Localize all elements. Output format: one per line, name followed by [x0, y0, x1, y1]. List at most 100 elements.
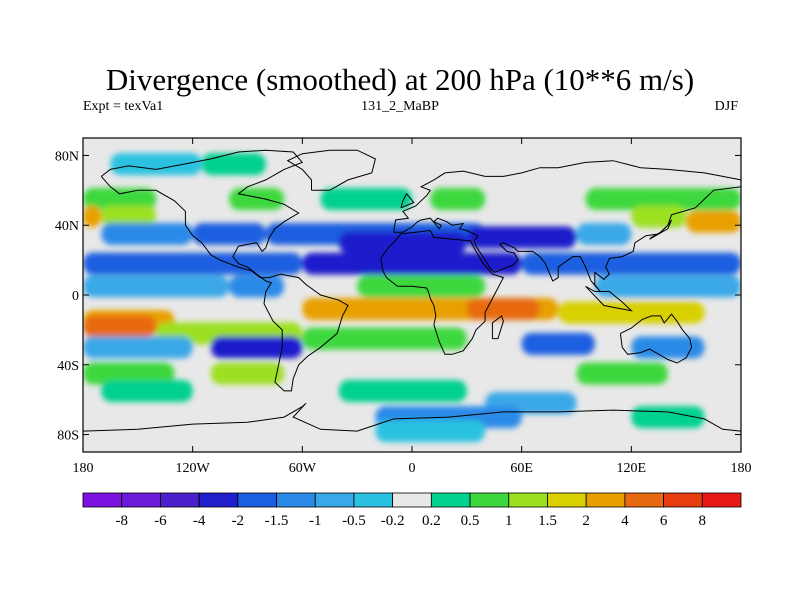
- field-band: [83, 275, 230, 298]
- field-band: [576, 222, 632, 245]
- field-band: [101, 222, 193, 245]
- colorbar-swatch: [547, 492, 587, 508]
- field-band: [83, 188, 157, 211]
- colorbar-label: 8: [699, 513, 707, 529]
- field-band: [594, 275, 741, 298]
- field-band: [357, 275, 486, 298]
- field-band: [83, 315, 157, 338]
- field-band: [210, 362, 285, 385]
- colorbar-label: -4: [193, 513, 206, 529]
- coastline: [491, 315, 504, 340]
- coastline: [393, 160, 741, 292]
- field-band: [631, 336, 705, 359]
- field-band: [110, 153, 202, 176]
- lat-tick-label: 80S: [57, 429, 79, 444]
- field-band: [631, 205, 687, 228]
- lon-tick-label: 120E: [617, 461, 647, 476]
- colorbar-swatch: [276, 492, 316, 508]
- colorbar-label: -0.5: [342, 513, 366, 529]
- colorbar-swatch: [314, 492, 355, 508]
- coastline: [286, 149, 376, 191]
- colorbar-swatch: [701, 492, 742, 508]
- colorbar-label: -6: [154, 513, 167, 529]
- lon-tick-label: 180: [73, 461, 94, 476]
- lat-tick-label: 40S: [57, 359, 79, 374]
- lon-tick-label: 120W: [176, 461, 211, 476]
- coastline: [83, 402, 741, 432]
- field-band: [558, 301, 705, 324]
- field-band: [375, 420, 486, 443]
- colorbar-swatch: [663, 492, 703, 508]
- colorbar-swatch: [353, 492, 394, 508]
- colorbar-swatch: [392, 492, 432, 508]
- field-band: [576, 362, 668, 385]
- colorbar-label: -2: [232, 513, 245, 529]
- field-band: [201, 153, 266, 176]
- coastline: [100, 149, 349, 392]
- colorbar-label: -1: [309, 513, 322, 529]
- coastline: [400, 192, 415, 209]
- field-band: [302, 252, 522, 275]
- field-band: [229, 275, 285, 298]
- colorbar-swatch: [198, 492, 239, 508]
- colorbar-label: 0.2: [422, 513, 441, 529]
- latitude-axis: 80N 40N 0 40S 80S: [55, 149, 741, 444]
- colorbar-label: -8: [115, 513, 128, 529]
- colorbar: -8 -6 -4 -2 -1.5 -1 -0.5 -0.2 0.2 0.5 1 1.5 2 4 6 8: [82, 492, 742, 529]
- colorbar-swatch: [121, 492, 161, 508]
- field-band: [430, 188, 486, 211]
- colorbar-swatch: [430, 492, 471, 508]
- colorbar-label: 6: [660, 513, 668, 529]
- colorbar-label: -1.5: [265, 513, 289, 529]
- colorbar-swatch: [82, 492, 123, 508]
- colorbar-label: 0.5: [461, 513, 480, 529]
- field-band: [521, 252, 741, 275]
- colorbar-label: 2: [582, 513, 590, 529]
- coastline: [585, 285, 633, 312]
- field-band: [229, 188, 285, 211]
- season-label: DJF: [714, 99, 738, 114]
- coastline: [380, 229, 505, 355]
- colorbar-swatch: [624, 492, 664, 508]
- longitude-axis: 180 120W 60W 0 60E 120E 180: [73, 138, 752, 476]
- field-band: [83, 336, 193, 359]
- lat-tick-label: 0: [72, 289, 79, 304]
- field-band: [83, 362, 175, 385]
- field-band: [192, 222, 266, 245]
- experiment-label: Expt = texVa1: [83, 99, 164, 114]
- field-band: [83, 205, 102, 228]
- colorbar-swatch: [237, 492, 277, 508]
- field-band: [101, 379, 193, 402]
- field-band: [466, 226, 577, 249]
- colorbar-label: -0.2: [381, 513, 405, 529]
- map-title: Divergence (smoothed) at 200 hPa (10**6 …: [105, 62, 695, 97]
- field-band: [466, 297, 540, 320]
- lat-tick-label: 80N: [55, 149, 79, 164]
- field-band: [338, 231, 467, 254]
- lon-tick-label: 60W: [289, 461, 317, 476]
- field-band: [585, 188, 741, 211]
- field-band: [521, 332, 595, 355]
- colorbar-swatch: [585, 492, 626, 508]
- field-band: [83, 252, 303, 275]
- field-band: [302, 327, 467, 350]
- colorbar-swatch: [469, 492, 510, 508]
- divergence-field: [83, 153, 741, 443]
- field-band: [338, 379, 467, 402]
- colorbar-swatch: [160, 492, 200, 508]
- colorbar-label: 4: [621, 513, 629, 529]
- field-band: [686, 210, 741, 233]
- colorbar-label: 1: [505, 513, 513, 529]
- lon-tick-label: 180: [731, 461, 752, 476]
- lon-tick-label: 0: [409, 461, 416, 476]
- coastline: [619, 313, 693, 364]
- field-band: [320, 188, 412, 211]
- colorbar-label: 1.5: [538, 513, 557, 529]
- case-label: 131_2_MaBP: [361, 99, 439, 114]
- field-band: [210, 336, 303, 359]
- lat-tick-label: 40N: [55, 219, 79, 234]
- coastlines: [83, 149, 741, 432]
- colorbar-swatch: [508, 492, 548, 508]
- lon-tick-label: 60E: [510, 461, 533, 476]
